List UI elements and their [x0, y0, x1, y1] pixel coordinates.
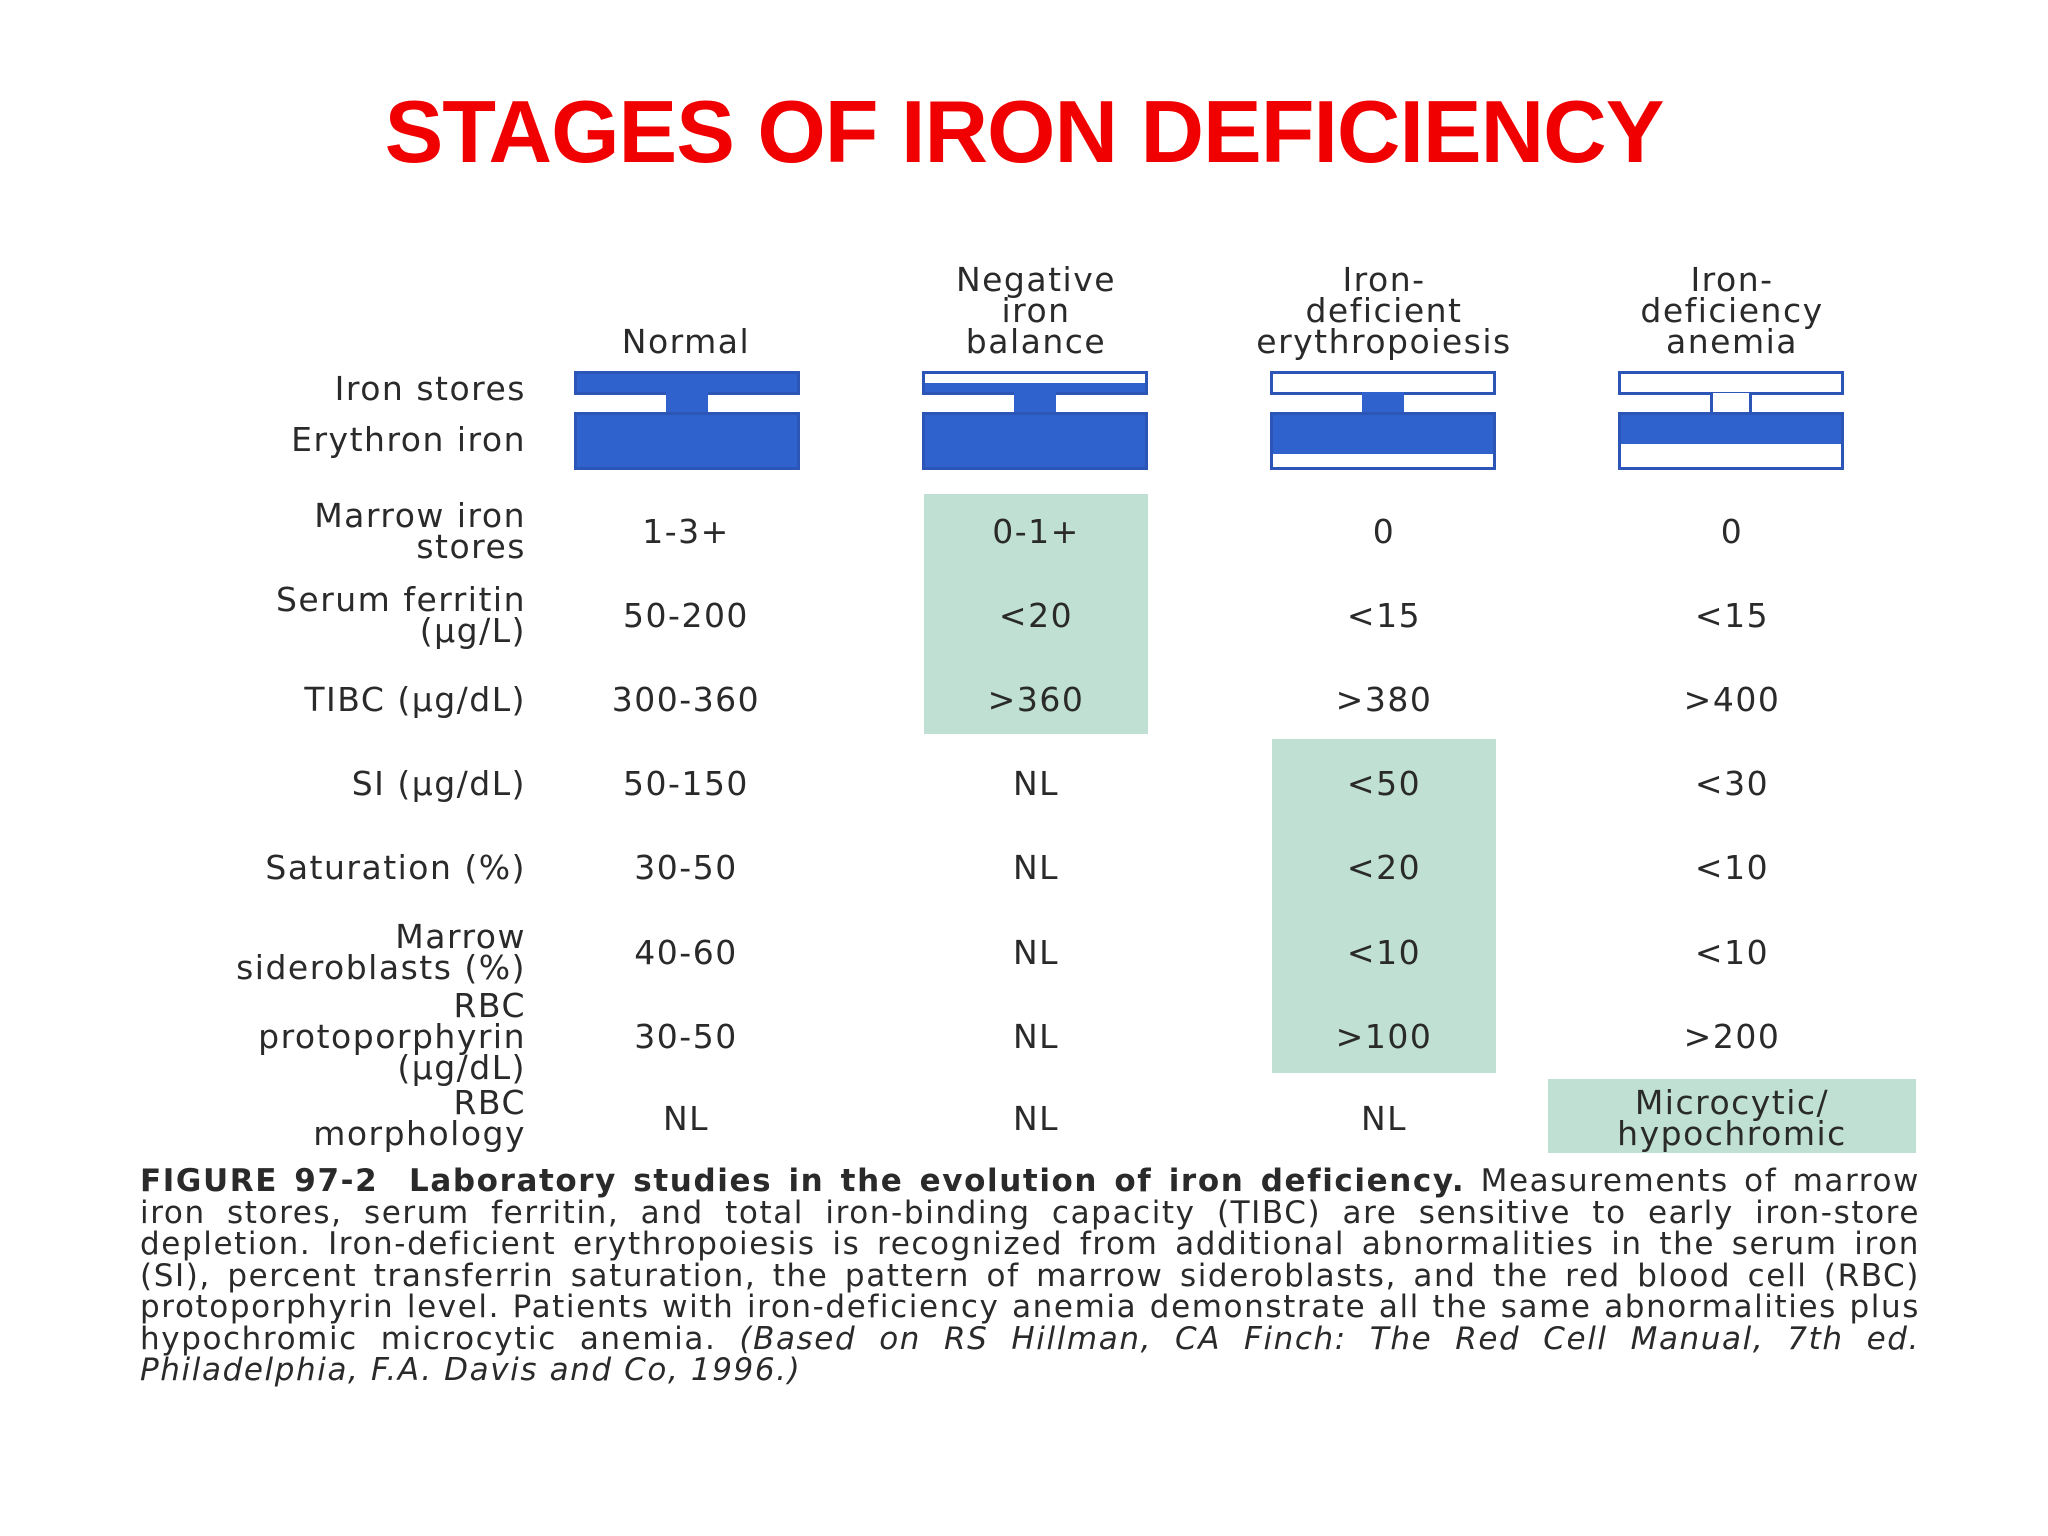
figure-caption: FIGURE 97-2 Laboratory studies in the ev…	[140, 1163, 1920, 1388]
highlight-deficient-erythropoiesis	[1272, 739, 1496, 1073]
table-cell: <15	[1694, 595, 1770, 635]
erythron-iron-bar-deficiency-anemia	[1618, 412, 1844, 470]
diagram-label-erythron-iron: Erythron iron	[291, 420, 526, 459]
row-label: TIBC (µg/dL)	[304, 679, 526, 719]
erythron-iron-bar-negative-balance	[922, 412, 1148, 470]
slide-title: STAGES OF IRON DEFICIENCY	[384, 82, 1665, 181]
iron-stores-bar-deficient-erythropoiesis	[1270, 371, 1496, 395]
table-cell: NL	[1360, 1098, 1408, 1138]
table-cell: <10	[1694, 932, 1770, 972]
table-cell: >400	[1683, 679, 1781, 719]
column-header-deficiency-anemia: Iron- deficiency anemia	[1640, 260, 1824, 361]
table-cell: >360	[987, 679, 1085, 719]
table-cell: <15	[1346, 595, 1422, 635]
table-cell: 0	[1372, 511, 1396, 551]
table-cell: 30-50	[634, 1016, 738, 1056]
row-label: Serum ferritin (µg/L)	[275, 580, 526, 650]
row-label: Saturation (%)	[265, 847, 526, 887]
iron-connector-negative-balance	[1014, 392, 1056, 414]
table-cell: NL	[1012, 932, 1060, 972]
column-header-normal: Normal	[621, 322, 751, 361]
table-cell: Microcytic/ hypochromic	[1617, 1083, 1847, 1153]
column-header-negative-balance: Negative iron balance	[955, 260, 1117, 361]
figure-label: FIGURE 97-2	[140, 1163, 379, 1199]
table-cell: 40-60	[634, 932, 738, 972]
figure-heading: Laboratory studies in the evolution of i…	[409, 1163, 1466, 1199]
iron-connector-deficient-erythropoiesis	[1362, 392, 1404, 414]
erythron-iron-bar-normal	[574, 412, 800, 470]
iron-connector-deficiency-anemia	[1710, 393, 1752, 414]
table-cell: 1-3+	[642, 511, 730, 551]
table-cell: NL	[662, 1098, 710, 1138]
table-cell: <20	[998, 595, 1074, 635]
table-cell: >200	[1683, 1016, 1781, 1056]
table-cell: NL	[1012, 1016, 1060, 1056]
table-cell: 30-50	[634, 847, 738, 887]
iron-connector-normal	[666, 392, 708, 414]
table-cell: <10	[1694, 847, 1770, 887]
iron-stores-bar-negative-balance	[922, 371, 1148, 395]
table-cell: <20	[1346, 847, 1422, 887]
table-cell: 50-200	[623, 595, 749, 635]
figure-citation: (Based on RS Hillman, CA Finch: The Red …	[140, 1320, 1920, 1388]
row-label: Marrow sideroblasts (%)	[236, 917, 526, 987]
table-cell: >380	[1335, 679, 1433, 719]
table-cell: 300-360	[611, 679, 761, 719]
table-cell: 50-150	[623, 763, 749, 803]
iron-stores-bar-deficiency-anemia	[1618, 371, 1844, 395]
table-cell: NL	[1012, 847, 1060, 887]
row-label: RBC protoporphyrin (µg/dL)	[258, 985, 526, 1087]
erythron-iron-bar-deficient-erythropoiesis	[1270, 412, 1496, 470]
figure-body: Measurements of marrow iron stores, seru…	[140, 1163, 1920, 1357]
table-cell: 0	[1720, 511, 1744, 551]
table-cell: <50	[1346, 763, 1422, 803]
diagram-label-iron-stores: Iron stores	[334, 369, 526, 408]
table-cell: >100	[1335, 1016, 1433, 1056]
table-cell: NL	[1012, 763, 1060, 803]
highlight-negative-balance	[924, 494, 1148, 734]
table-cell: 0-1+	[992, 511, 1080, 551]
table-cell: <30	[1694, 763, 1770, 803]
table-cell: NL	[1012, 1098, 1060, 1138]
table-cell: <10	[1346, 932, 1422, 972]
row-label: SI (µg/dL)	[351, 763, 526, 803]
row-label: RBC morphology	[313, 1083, 526, 1153]
highlight-anemia-morphology	[1548, 1079, 1916, 1153]
column-header-deficient-erythropoiesis: Iron- deficient erythropoiesis	[1256, 260, 1512, 361]
row-label: Marrow iron stores	[314, 496, 526, 566]
